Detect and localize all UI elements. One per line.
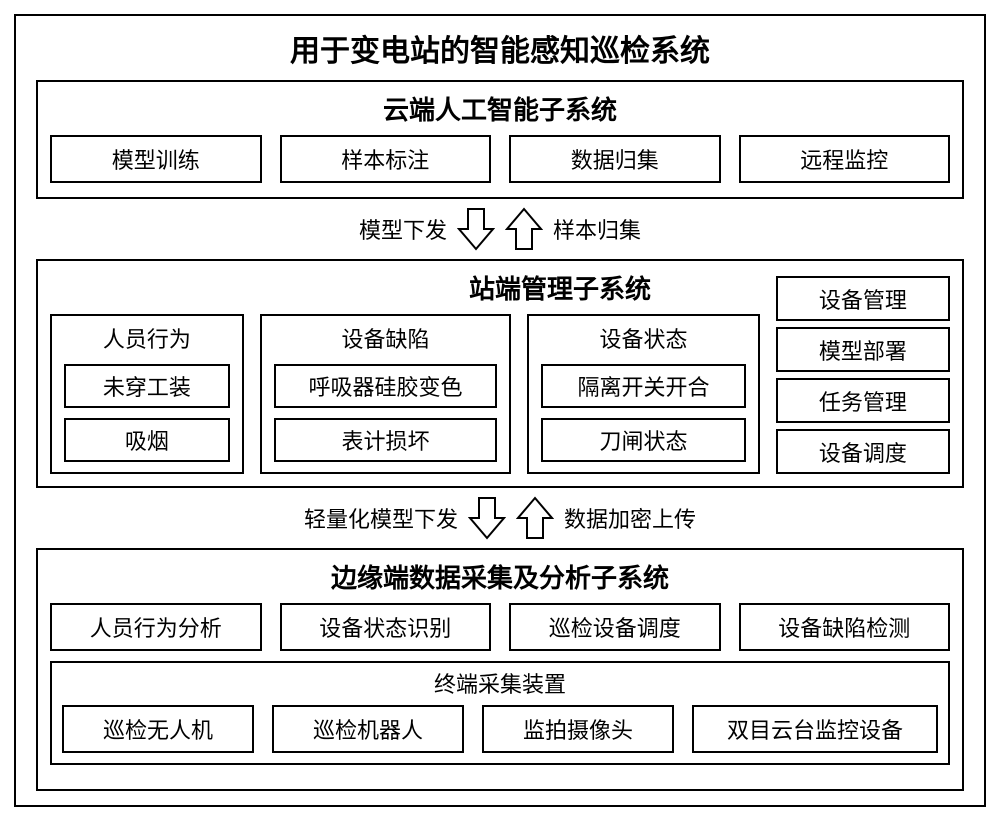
- cell-model-training: 模型训练: [50, 135, 262, 183]
- cell-device-schedule: 设备调度: [776, 429, 950, 474]
- diagram-root: 用于变电站的智能感知巡检系统 云端人工智能子系统 模型训练 样本标注 数据归集 …: [14, 14, 986, 807]
- col-personnel-behavior: 人员行为 未穿工装 吸烟: [50, 314, 244, 474]
- cell-inspection-schedule: 巡检设备调度: [509, 603, 721, 651]
- terminal-title: 终端采集装置: [62, 667, 938, 699]
- cell-data-collection: 数据归集: [509, 135, 721, 183]
- arrow1-left-label: 模型下发: [359, 213, 447, 245]
- arrow1-right-label: 样本归集: [553, 213, 641, 245]
- cell-isolator-switch: 隔离开关开合: [541, 364, 745, 408]
- arrows-2: 轻量化模型下发 数据加密上传: [36, 488, 964, 548]
- section3-title: 边缘端数据采集及分析子系统: [50, 558, 950, 595]
- arrow-up-icon: [505, 207, 543, 251]
- arrow-up-icon: [516, 496, 554, 540]
- section1-row: 模型训练 样本标注 数据归集 远程监控: [50, 135, 950, 183]
- cell-sample-annotation: 样本标注: [280, 135, 492, 183]
- arrow-down-icon: [468, 496, 506, 540]
- cell-knife-switch: 刀闸状态: [541, 418, 745, 462]
- cell-drone: 巡检无人机: [62, 705, 254, 753]
- cell-defect-detection: 设备缺陷检测: [739, 603, 951, 651]
- col-device-state: 设备状态 隔离开关开合 刀闸状态: [527, 314, 759, 474]
- cell-remote-monitor: 远程监控: [739, 135, 951, 183]
- terminal-row: 巡检无人机 巡检机器人 监拍摄像头 双目云台监控设备: [62, 705, 938, 753]
- cell-state-recognition: 设备状态识别: [280, 603, 492, 651]
- section1-title: 云端人工智能子系统: [50, 90, 950, 127]
- cell-device-mgmt: 设备管理: [776, 276, 950, 321]
- section-cloud-ai: 云端人工智能子系统 模型训练 样本标注 数据归集 远程监控: [36, 80, 964, 199]
- main-title: 用于变电站的智能感知巡检系统: [36, 26, 964, 70]
- arrow2-left-label: 轻量化模型下发: [304, 502, 458, 534]
- cell-meter-damage: 表计损坏: [274, 418, 498, 462]
- cell-robot: 巡检机器人: [272, 705, 464, 753]
- col1-title: 设备缺陷: [342, 322, 430, 354]
- col0-title: 人员行为: [103, 322, 191, 354]
- col-right-stack: 设备管理 模型部署 任务管理 设备调度: [776, 276, 950, 474]
- cell-respirator-silicone: 呼吸器硅胶变色: [274, 364, 498, 408]
- cell-camera: 监拍摄像头: [482, 705, 674, 753]
- cell-task-mgmt: 任务管理: [776, 378, 950, 423]
- cell-binocular-ptz: 双目云台监控设备: [692, 705, 938, 753]
- terminal-collection-box: 终端采集装置 巡检无人机 巡检机器人 监拍摄像头 双目云台监控设备: [50, 661, 950, 765]
- arrow2-right-label: 数据加密上传: [564, 502, 696, 534]
- section3-row1: 人员行为分析 设备状态识别 巡检设备调度 设备缺陷检测: [50, 603, 950, 651]
- cell-no-uniform: 未穿工装: [64, 364, 230, 408]
- arrow-down-icon: [457, 207, 495, 251]
- col2-title: 设备状态: [600, 322, 688, 354]
- section-edge: 边缘端数据采集及分析子系统 人员行为分析 设备状态识别 巡检设备调度 设备缺陷检…: [36, 548, 964, 791]
- section-station-mgmt: 站端管理子系统 人员行为 未穿工装 吸烟 设备缺陷 呼吸器硅胶变色 表计损坏: [36, 259, 964, 488]
- col-device-defect: 设备缺陷 呼吸器硅胶变色 表计损坏: [260, 314, 512, 474]
- cell-smoking: 吸烟: [64, 418, 230, 462]
- cell-model-deploy: 模型部署: [776, 327, 950, 372]
- arrows-1: 模型下发 样本归集: [36, 199, 964, 259]
- cell-behavior-analysis: 人员行为分析: [50, 603, 262, 651]
- section2-body: 人员行为 未穿工装 吸烟 设备缺陷 呼吸器硅胶变色 表计损坏 设备状态 隔离开关…: [50, 276, 950, 474]
